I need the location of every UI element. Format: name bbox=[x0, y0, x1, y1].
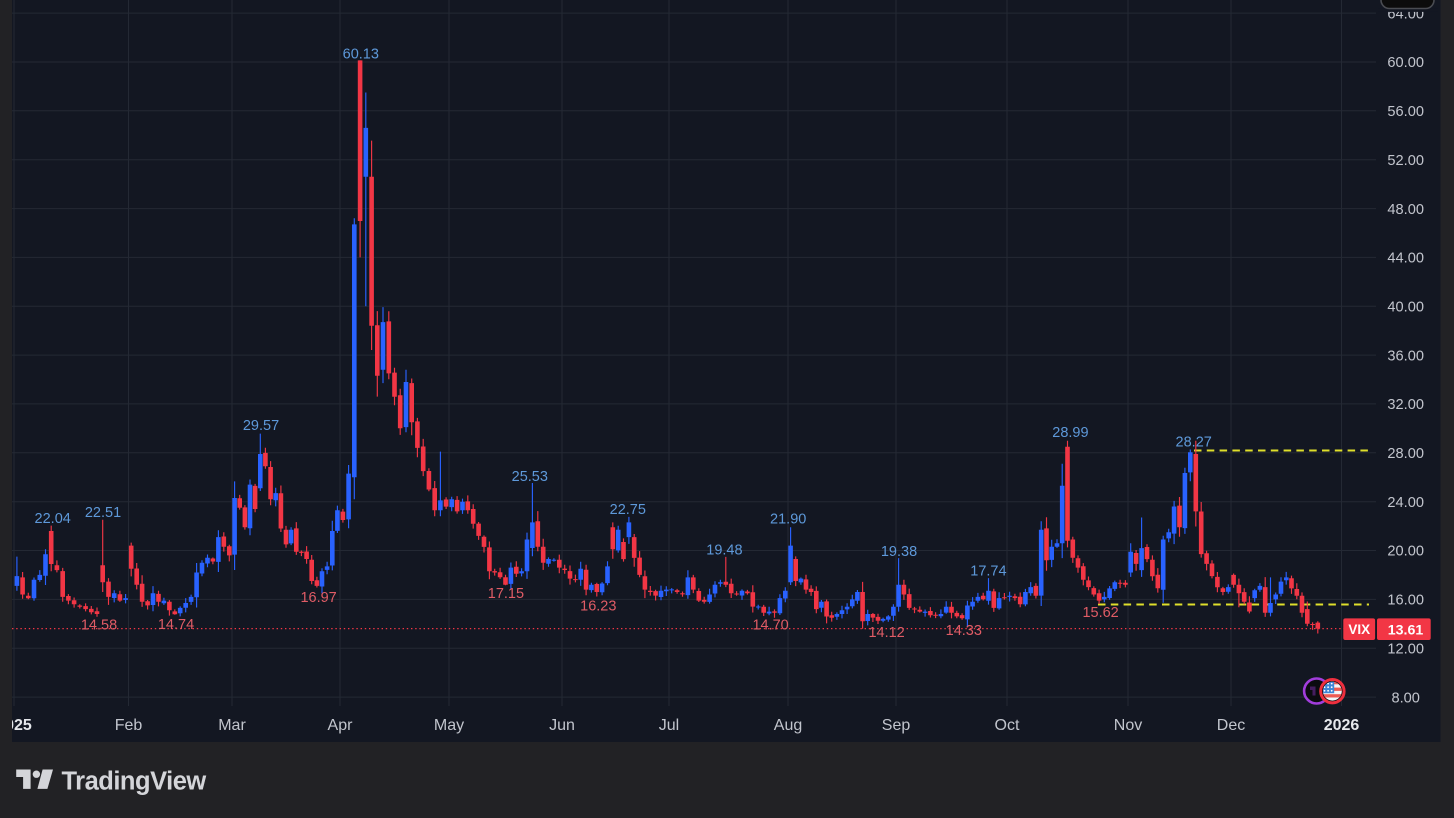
svg-text:Sep: Sep bbox=[882, 717, 911, 734]
svg-text:32.00: 32.00 bbox=[1387, 397, 1424, 413]
svg-text:15.62: 15.62 bbox=[1082, 605, 1118, 621]
svg-text:28.99: 28.99 bbox=[1052, 425, 1088, 441]
svg-text:Nov: Nov bbox=[1114, 717, 1142, 734]
svg-text:48.00: 48.00 bbox=[1387, 202, 1424, 218]
svg-text:17.15: 17.15 bbox=[488, 586, 524, 602]
svg-text:Dec: Dec bbox=[1217, 717, 1245, 734]
svg-text:22.75: 22.75 bbox=[610, 502, 646, 518]
svg-text:Feb: Feb bbox=[115, 717, 143, 734]
svg-text:52.00: 52.00 bbox=[1387, 153, 1424, 169]
svg-text:28.27: 28.27 bbox=[1176, 435, 1212, 451]
svg-text:12.00: 12.00 bbox=[1387, 641, 1424, 657]
svg-text:VIX: VIX bbox=[1348, 622, 1370, 637]
svg-text:Jun: Jun bbox=[549, 717, 575, 734]
svg-text:Jul: Jul bbox=[659, 717, 679, 734]
svg-text:16.23: 16.23 bbox=[580, 599, 616, 615]
svg-text:21.90: 21.90 bbox=[770, 512, 806, 528]
svg-text:25.53: 25.53 bbox=[512, 469, 548, 485]
svg-text:2026: 2026 bbox=[1324, 717, 1360, 734]
svg-text:Oct: Oct bbox=[995, 717, 1020, 734]
svg-text:24.00: 24.00 bbox=[1387, 495, 1424, 511]
svg-text:28.00: 28.00 bbox=[1387, 446, 1424, 462]
svg-text:22.51: 22.51 bbox=[85, 505, 121, 521]
svg-text:44.00: 44.00 bbox=[1387, 251, 1424, 267]
svg-text:14.12: 14.12 bbox=[868, 625, 904, 641]
svg-text:TradingView: TradingView bbox=[62, 767, 207, 795]
svg-text:36.00: 36.00 bbox=[1387, 348, 1424, 364]
svg-text:16.00: 16.00 bbox=[1387, 593, 1424, 609]
svg-text:14.58: 14.58 bbox=[81, 618, 117, 634]
svg-text:40.00: 40.00 bbox=[1387, 299, 1424, 315]
svg-text:Apr: Apr bbox=[328, 717, 354, 734]
svg-text:2025: 2025 bbox=[0, 717, 32, 734]
svg-text:Aug: Aug bbox=[774, 717, 802, 734]
svg-text:56.00: 56.00 bbox=[1387, 104, 1424, 120]
svg-text:60.00: 60.00 bbox=[1387, 55, 1424, 71]
svg-text:May: May bbox=[434, 717, 464, 734]
svg-text:14.74: 14.74 bbox=[158, 617, 194, 633]
svg-text:Mar: Mar bbox=[218, 717, 246, 734]
svg-text:14.70: 14.70 bbox=[752, 617, 788, 633]
svg-text:8.00: 8.00 bbox=[1391, 690, 1419, 706]
svg-text:16.97: 16.97 bbox=[300, 590, 336, 606]
svg-text:14.33: 14.33 bbox=[946, 623, 982, 639]
svg-text:20.00: 20.00 bbox=[1387, 544, 1424, 560]
svg-text:19.38: 19.38 bbox=[881, 544, 917, 560]
svg-text:22.04: 22.04 bbox=[35, 511, 71, 527]
svg-text:60.13: 60.13 bbox=[343, 47, 379, 63]
svg-text:17.74: 17.74 bbox=[970, 564, 1006, 580]
svg-text:13.61: 13.61 bbox=[1388, 622, 1424, 638]
svg-text:19.48: 19.48 bbox=[706, 543, 742, 559]
svg-text:29.57: 29.57 bbox=[243, 418, 279, 434]
